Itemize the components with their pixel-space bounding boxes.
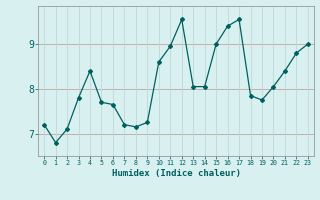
X-axis label: Humidex (Indice chaleur): Humidex (Indice chaleur)	[111, 169, 241, 178]
